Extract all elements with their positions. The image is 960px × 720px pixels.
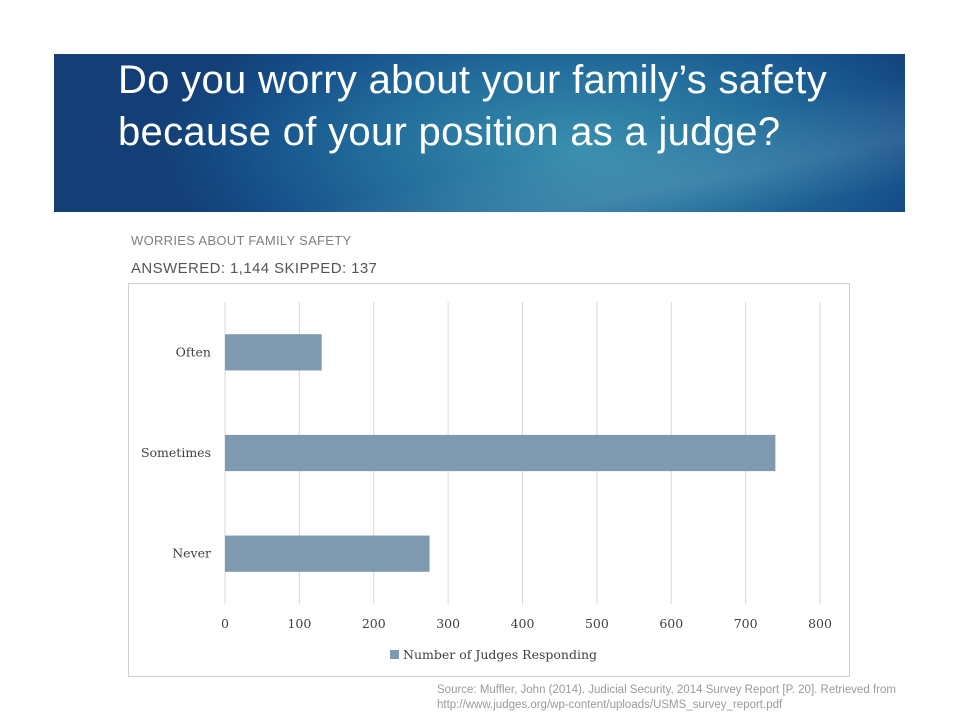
banner-shine: [54, 54, 905, 212]
category-label: Often: [176, 344, 211, 359]
category-label: Never: [172, 546, 211, 561]
bar-chart: Often Sometimes Never 0 100 200 300 400 500 600 7…: [141, 302, 832, 662]
chart-frame: Often Sometimes Never 0 100 200 300 400 500 600 7…: [128, 283, 850, 677]
x-tick-label: 300: [436, 616, 460, 631]
x-tick-label: 200: [362, 616, 386, 631]
bars: [225, 334, 776, 572]
source-citation: Source: Muffler, John (2014). Judicial S…: [437, 683, 896, 713]
slide-title: Do you worry about your family’s safety …: [118, 58, 828, 154]
bar-sometimes: [225, 434, 776, 472]
x-tick-label: 700: [734, 616, 758, 631]
legend: Number of Judges Responding: [390, 647, 597, 662]
x-tick-label: 500: [585, 616, 609, 631]
legend-swatch: [390, 650, 399, 659]
x-tick-label: 0: [221, 616, 229, 631]
legend-label: Number of Judges Responding: [403, 647, 597, 662]
x-tick-labels: 0 100 200 300 400 500 600 700 800: [221, 616, 832, 631]
answered-skipped-count: ANSWERED: 1,144 SKIPPED: 137: [131, 260, 378, 277]
category-label: Sometimes: [141, 445, 211, 460]
bar-never: [225, 535, 430, 572]
category-labels: Often Sometimes Never: [141, 344, 211, 560]
source-line-2: http://www.judges.org/wp-content/uploads…: [437, 699, 783, 711]
bar-often: [225, 334, 322, 371]
x-tick-label: 800: [808, 616, 832, 631]
x-tick-label: 100: [287, 616, 311, 631]
x-tick-label: 400: [511, 616, 535, 631]
title-banner: [54, 54, 905, 212]
chart-subtitle: WORRIES ABOUT FAMILY SAFETY: [131, 233, 352, 248]
source-line-1: Source: Muffler, John (2014). Judicial S…: [437, 684, 896, 696]
x-tick-label: 600: [659, 616, 683, 631]
